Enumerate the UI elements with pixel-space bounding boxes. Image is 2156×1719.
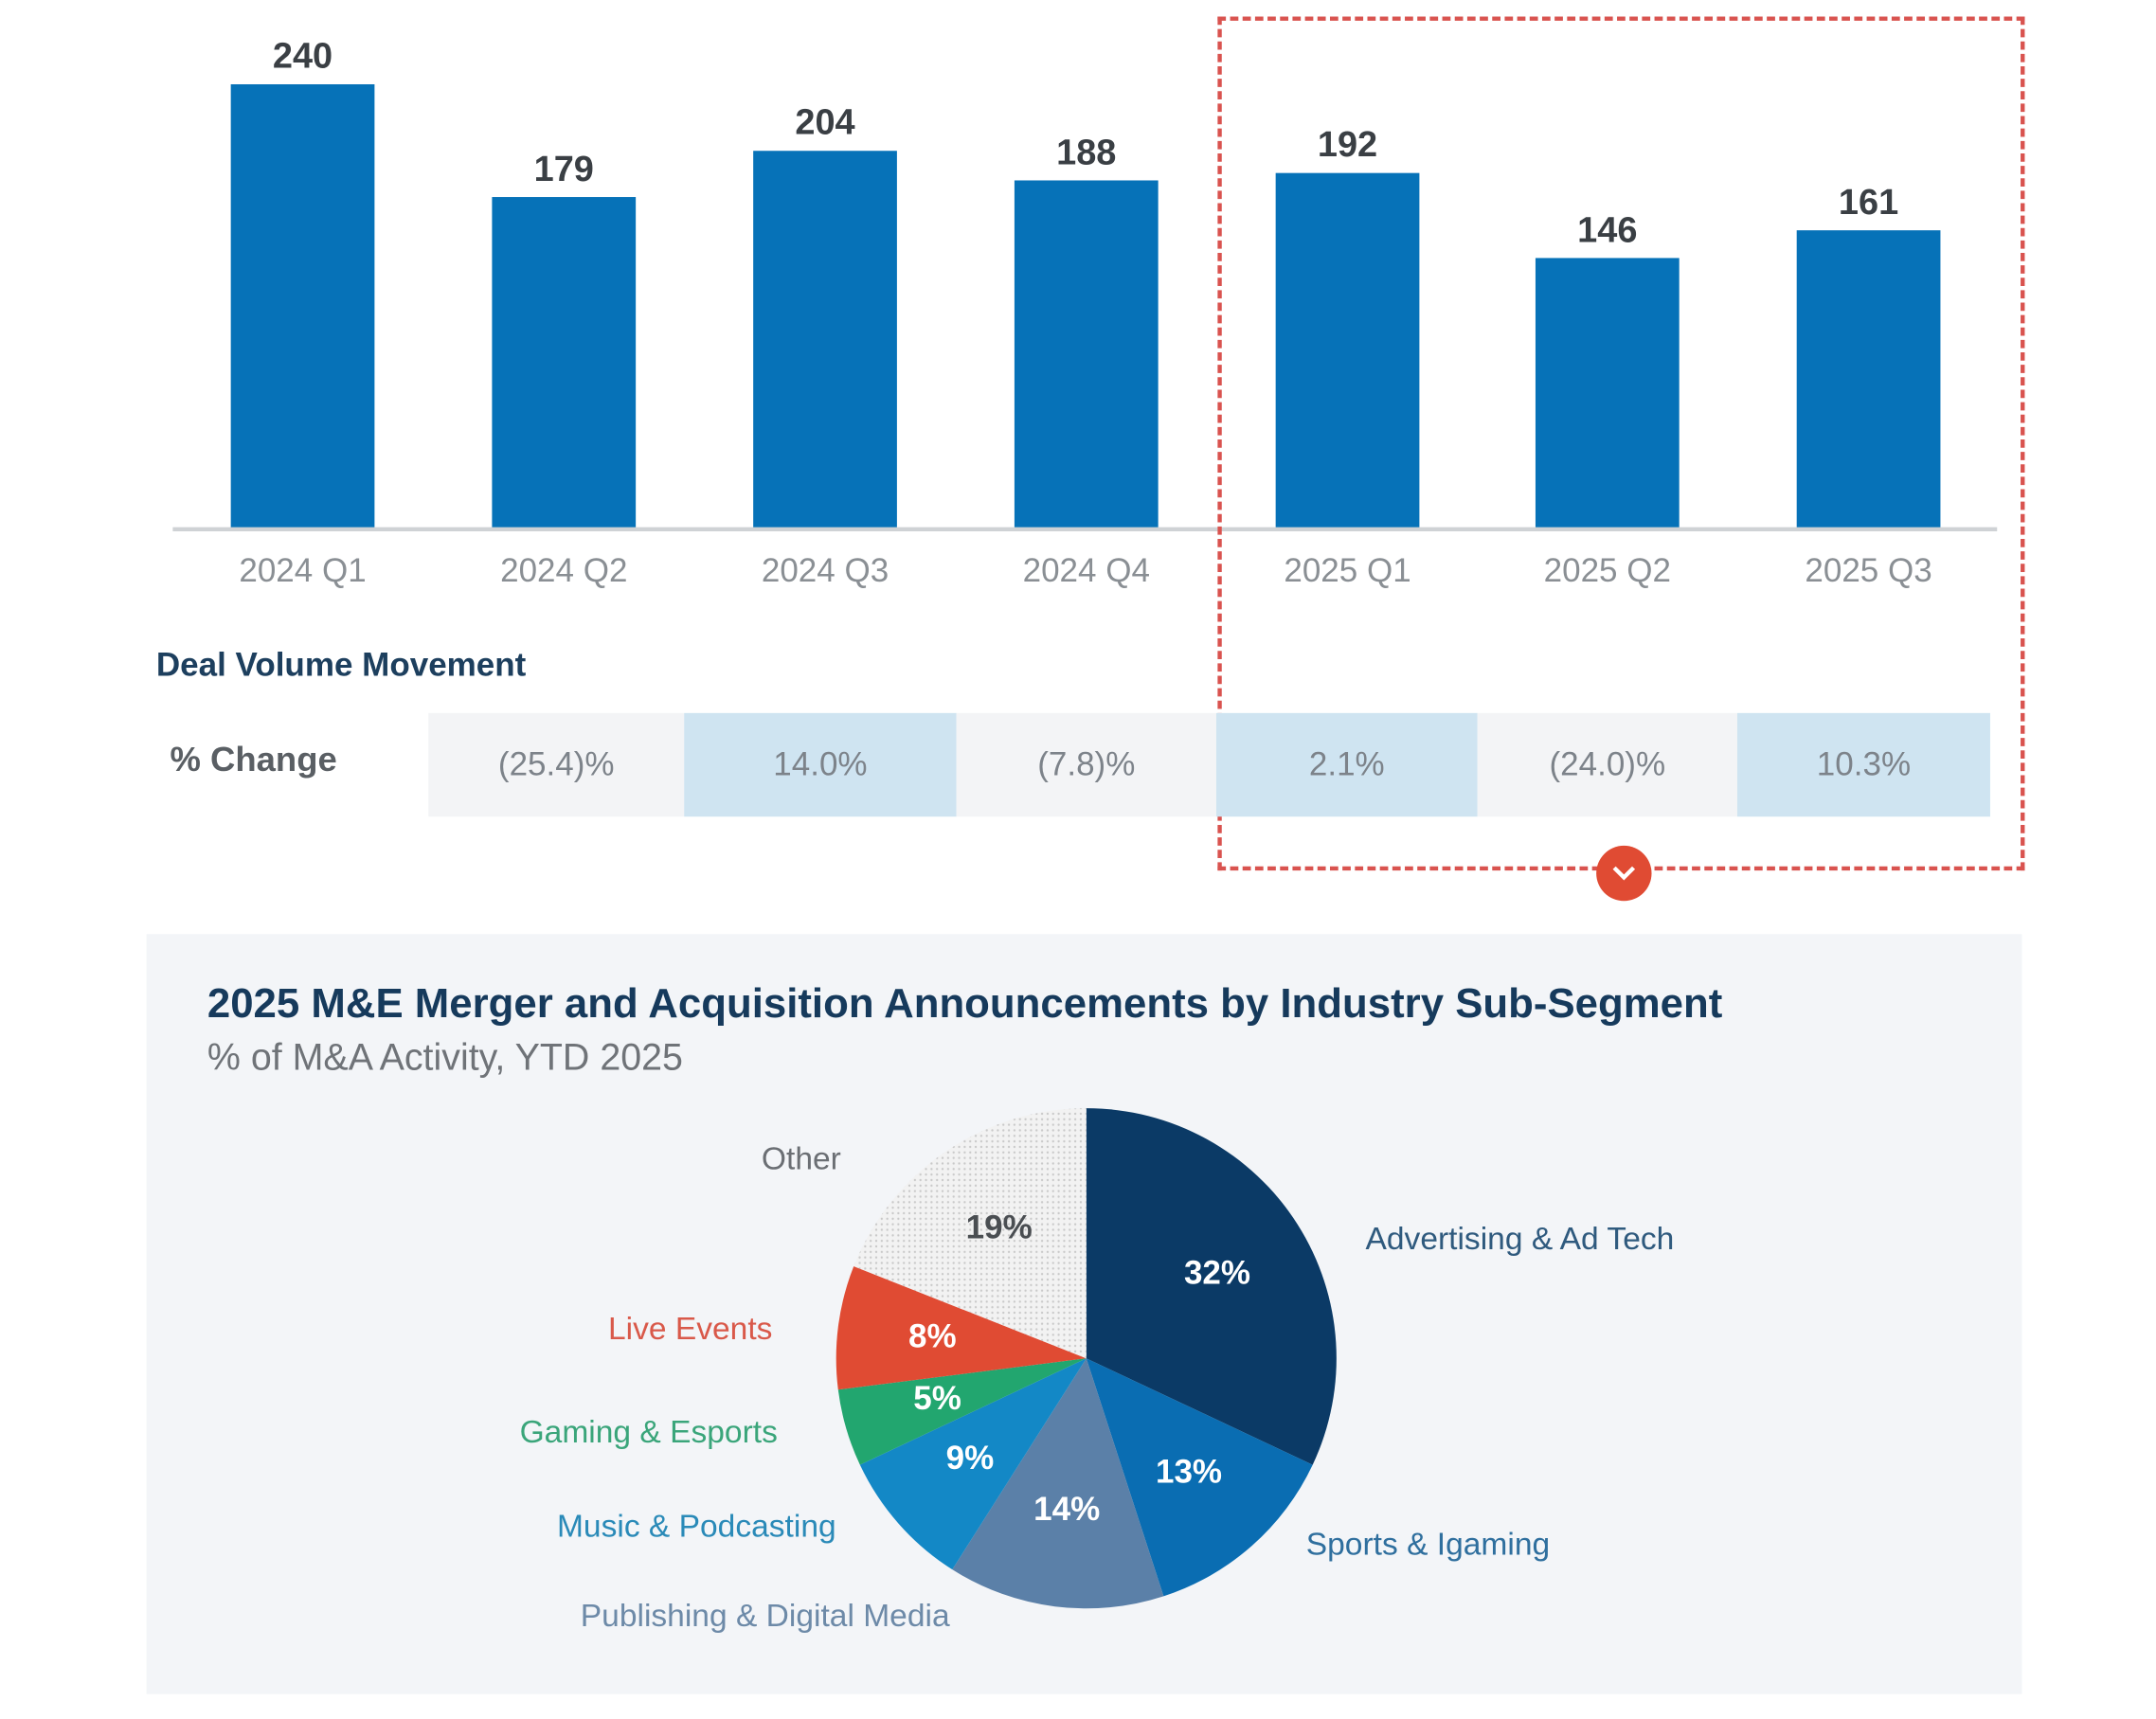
bar-2025-q1 [1275,172,1420,528]
pct-change-cell: (25.4)% [428,712,685,817]
x-tick-label: 2025 Q1 [1284,552,1411,590]
pie-slice-2 [952,1358,1164,1609]
pct-change-cell: (24.0)% [1477,712,1737,817]
pie-slice-0 [1086,1108,1337,1465]
pie-title: 2025 M&E Merger and Acquisition Announce… [207,980,1723,1028]
pie-category-label: Music & Podcasting [556,1507,836,1544]
x-tick-label: 2024 Q1 [239,552,367,590]
x-tick-label: 2024 Q2 [500,552,628,590]
pie-slice-3 [859,1358,1087,1570]
pie-category-label: Gaming & Esports [519,1413,778,1450]
pie-category-label: Sports & Igaming [1305,1525,1551,1562]
pct-change-cell: 2.1% [1215,712,1478,817]
bar-2024-q3 [753,151,897,528]
pie-slice-1 [1086,1358,1313,1597]
pie-value-label: 13% [1155,1454,1223,1492]
x-tick-label: 2024 Q4 [1022,552,1150,590]
pie-category-label: Live Events [607,1310,773,1347]
pct-change-cell: 10.3% [1736,712,1990,817]
pie-value-label: 14% [1033,1491,1101,1530]
row-label: % Change [170,741,337,779]
bar-value-label: 240 [272,34,333,77]
pie-slice-4 [837,1358,1087,1465]
bar-2025-q3 [1796,230,1941,528]
bar-value-label: 146 [1577,207,1638,250]
bar-chart [172,83,1998,531]
pie-category-label: Publishing & Digital Media [580,1597,950,1634]
bar-value-label: 188 [1056,130,1117,172]
pie-value-label: 8% [908,1317,957,1356]
bar-value-label: 161 [1838,180,1899,223]
pct-change-cell: 14.0% [684,712,957,817]
pie-value-label: 5% [913,1380,961,1419]
pie-value-label: 32% [1183,1254,1251,1292]
bar-value-label: 179 [533,147,594,189]
pie-category-label: Advertising & Ad Tech [1365,1220,1675,1257]
pct-change-cell: (7.8)% [956,712,1216,817]
pie-value-label: 19% [965,1209,1033,1247]
bar-2024-q1 [230,83,375,528]
expand-button[interactable] [1596,845,1652,902]
table-title: Deal Volume Movement [155,646,527,685]
bar-2024-q2 [492,197,637,528]
bar-value-label: 192 [1317,123,1378,165]
pie-value-label: 9% [945,1440,995,1477]
x-tick-label: 2024 Q3 [761,552,889,590]
pie-subtitle: % of M&A Activity, YTD 2025 [207,1036,683,1079]
x-tick-label: 2025 Q2 [1543,552,1671,590]
pie-category-label: Other [761,1139,841,1176]
x-tick-label: 2025 Q3 [1805,552,1932,590]
pie-slice-6 [853,1108,1087,1359]
bar-2025-q2 [1535,258,1680,528]
pie-slice-5 [835,1265,1087,1390]
chevron-down-icon [1612,866,1636,881]
bar-2024-q4 [1014,180,1159,528]
bar-value-label: 204 [795,100,855,143]
